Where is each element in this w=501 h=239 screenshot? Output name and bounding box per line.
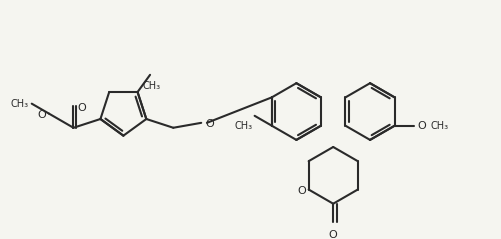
Text: O: O xyxy=(297,186,306,196)
Text: O: O xyxy=(38,109,46,120)
Text: O: O xyxy=(78,103,86,113)
Text: O: O xyxy=(329,230,338,239)
Text: CH₃: CH₃ xyxy=(234,120,253,130)
Text: O: O xyxy=(205,119,214,129)
Text: CH₃: CH₃ xyxy=(11,99,29,109)
Text: CH₃: CH₃ xyxy=(430,121,448,131)
Text: O: O xyxy=(417,121,426,131)
Text: CH₃: CH₃ xyxy=(143,81,161,92)
